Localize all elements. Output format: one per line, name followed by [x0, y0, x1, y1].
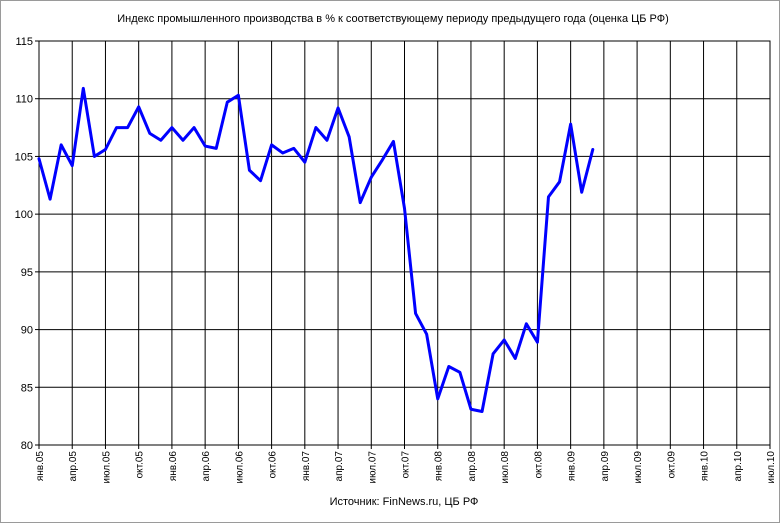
x-tick-label: янв.06	[168, 451, 179, 482]
y-tick-label: 105	[15, 151, 33, 163]
data-point	[502, 338, 506, 342]
data-point	[270, 143, 273, 147]
x-tick-label: янв.08	[434, 451, 445, 482]
data-point	[226, 100, 229, 104]
y-tick-label: 110	[15, 94, 33, 106]
x-tick-label: апр.06	[201, 451, 212, 482]
data-point	[281, 151, 284, 155]
y-tick-label: 95	[21, 267, 33, 279]
x-tick-label: янв.07	[301, 451, 312, 482]
x-tick-label: окт.09	[666, 451, 677, 479]
data-point	[458, 371, 462, 374]
y-tick-label: 100	[15, 209, 33, 221]
x-tick-label: апр.05	[68, 451, 79, 482]
data-point	[536, 341, 539, 344]
x-tick-label: апр.08	[467, 451, 478, 482]
data-point	[126, 126, 129, 129]
data-point	[303, 161, 307, 164]
data-point	[248, 169, 251, 172]
x-tick-label: окт.05	[135, 451, 146, 479]
data-point	[237, 94, 240, 97]
data-point	[403, 207, 406, 210]
data-point	[148, 132, 151, 135]
x-tick-label: янв.05	[35, 451, 46, 482]
data-point	[192, 126, 196, 129]
data-point	[59, 143, 63, 147]
y-tick-label: 80	[21, 440, 33, 452]
data-point	[447, 365, 451, 368]
data-point	[425, 332, 428, 336]
data-point	[469, 408, 473, 411]
data-point	[259, 179, 262, 182]
data-point	[347, 135, 351, 139]
data-point	[525, 322, 528, 325]
data-point	[569, 122, 572, 126]
y-tick-label: 115	[15, 36, 33, 48]
data-point	[381, 158, 384, 162]
x-tick-label: янв.10	[700, 451, 711, 482]
data-point	[215, 147, 218, 150]
data-point	[591, 148, 594, 151]
data-point	[181, 139, 185, 142]
x-tick-label: окт.08	[533, 451, 544, 479]
data-point	[93, 155, 96, 158]
data-point	[325, 139, 329, 142]
data-point	[370, 176, 373, 179]
data-point	[104, 148, 107, 151]
data-point	[414, 312, 417, 315]
x-tick-label: янв.09	[567, 451, 578, 482]
data-point	[203, 144, 207, 148]
data-point	[436, 397, 439, 401]
chart-source: Источник: FinNews.ru, ЦБ РФ	[330, 496, 479, 508]
data-point	[82, 87, 85, 90]
x-tick-label: июл.09	[633, 451, 644, 484]
y-tick-label: 90	[21, 325, 33, 337]
data-point	[491, 352, 495, 356]
x-tick-label: окт.06	[268, 451, 279, 479]
data-point	[358, 201, 362, 204]
data-point	[580, 191, 583, 194]
data-point	[558, 180, 561, 184]
data-point	[137, 105, 140, 108]
data-point	[37, 157, 41, 160]
chart-title: Индекс промышленного производства в % к …	[117, 13, 669, 25]
data-point	[336, 106, 340, 110]
data-point	[314, 126, 318, 129]
data-point	[170, 126, 174, 129]
data-point	[115, 126, 118, 129]
x-tick-label: апр.07	[334, 451, 345, 482]
x-tick-label: июл.08	[500, 451, 511, 484]
x-tick-label: июл.06	[234, 451, 245, 484]
data-point	[392, 140, 395, 143]
data-point	[71, 164, 74, 167]
x-tick-label: июл.10	[766, 451, 777, 484]
data-point	[547, 195, 550, 199]
x-tick-label: апр.10	[733, 451, 744, 482]
data-point	[514, 357, 517, 360]
x-tick-label: июл.05	[101, 451, 112, 484]
x-tick-label: окт.07	[401, 451, 412, 479]
x-tick-label: апр.09	[600, 451, 611, 482]
data-point	[159, 139, 163, 142]
data-point	[48, 197, 52, 201]
data-point	[480, 410, 484, 413]
x-tick-label: июл.07	[367, 451, 378, 484]
y-tick-label: 85	[21, 382, 33, 394]
data-point	[292, 147, 295, 150]
